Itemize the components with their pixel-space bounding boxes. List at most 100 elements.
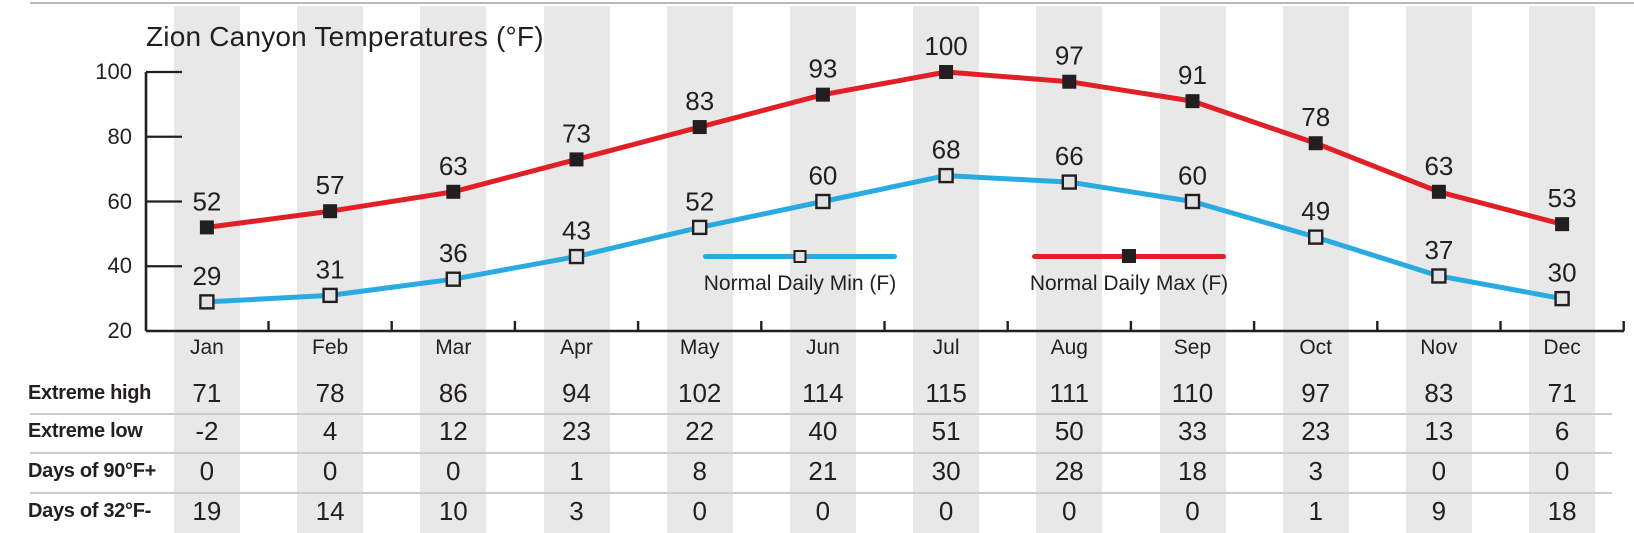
min-point-label-jun: 60 bbox=[808, 161, 837, 191]
table-cell: 8 bbox=[692, 456, 707, 486]
table-cell: 0 bbox=[815, 496, 831, 526]
max-point-marker-feb bbox=[323, 204, 338, 219]
min-point-label-mar: 36 bbox=[439, 238, 468, 268]
month-label-aug: Aug bbox=[1050, 336, 1088, 359]
month-label-jan: Jan bbox=[189, 336, 224, 359]
max-point-label-jun: 93 bbox=[808, 54, 837, 84]
max-point-label-dec: 53 bbox=[1548, 183, 1577, 213]
month-stripe-mar bbox=[420, 6, 487, 533]
table-row-separator bbox=[30, 492, 1612, 494]
max-legend-square-marker-icon bbox=[1122, 249, 1136, 263]
table-cell: 86 bbox=[438, 378, 468, 408]
max-point-label-sep: 91 bbox=[1178, 60, 1207, 90]
table-row-label: Days of 90°F+ bbox=[28, 460, 157, 482]
table-cell: 114 bbox=[802, 378, 844, 408]
min-point-label-oct: 49 bbox=[1301, 196, 1330, 226]
y-axis-label-80: 80 bbox=[107, 123, 132, 149]
month-label-feb: Feb bbox=[312, 336, 349, 359]
table-cell: 97 bbox=[1301, 378, 1331, 408]
max-point-marker-jul bbox=[939, 65, 954, 79]
month-stripe-sep bbox=[1159, 6, 1226, 533]
min-point-label-sep: 60 bbox=[1178, 161, 1207, 191]
table-cell: 51 bbox=[931, 416, 961, 446]
month-stripe-jan bbox=[173, 6, 240, 533]
month-stripe-feb bbox=[297, 6, 364, 533]
min-point-label-may: 52 bbox=[685, 186, 714, 216]
y-axis-label-60: 60 bbox=[107, 188, 132, 214]
table-row-label: Extreme low bbox=[28, 420, 143, 442]
min-point-label-jul: 68 bbox=[932, 135, 961, 165]
table-cell: 78 bbox=[315, 378, 345, 408]
month-stripe-oct bbox=[1282, 6, 1349, 533]
month-label-jun: Jun bbox=[805, 336, 840, 359]
table-cell: -2 bbox=[195, 416, 219, 446]
max-point-marker-sep bbox=[1185, 94, 1200, 109]
min-point-marker-jun bbox=[815, 193, 831, 210]
table-cell: 0 bbox=[938, 496, 954, 526]
table-cell: 71 bbox=[1547, 378, 1577, 408]
max-point-label-aug: 97 bbox=[1055, 41, 1084, 71]
y-axis-label-40: 40 bbox=[107, 253, 132, 279]
min-point-marker-aug bbox=[1061, 174, 1078, 190]
min-point-label-aug: 66 bbox=[1055, 141, 1084, 171]
legend-normal-daily-min: Normal Daily Min (F) bbox=[703, 248, 897, 298]
table-cell: 13 bbox=[1424, 416, 1454, 446]
month-label-jul: Jul bbox=[932, 336, 960, 359]
min-point-label-dec: 30 bbox=[1548, 258, 1577, 288]
min-legend-square-marker-icon bbox=[793, 250, 807, 263]
min-series-line bbox=[204, 173, 1565, 305]
table-cell: 0 bbox=[1554, 456, 1570, 486]
month-stripe-may bbox=[666, 6, 733, 533]
table-cell: 1 bbox=[1308, 496, 1323, 526]
table-cell: 115 bbox=[925, 378, 967, 408]
max-point-marker-jun bbox=[815, 87, 830, 102]
table-cell: 30 bbox=[931, 456, 961, 486]
table-cell: 0 bbox=[446, 456, 461, 486]
month-label-mar: Mar bbox=[435, 336, 472, 359]
month-label-apr: Apr bbox=[560, 336, 593, 359]
table-row-separator bbox=[30, 413, 1612, 415]
min-point-marker-mar bbox=[445, 271, 461, 287]
month-label-dec: Dec bbox=[1543, 336, 1581, 359]
max-point-marker-apr bbox=[569, 152, 584, 167]
min-legend-label: Normal Daily Min (F) bbox=[703, 272, 897, 295]
month-label-sep: Sep bbox=[1173, 336, 1212, 359]
table-cell: 33 bbox=[1178, 416, 1207, 446]
table-cell: 83 bbox=[1424, 378, 1454, 408]
table-cell: 21 bbox=[808, 456, 838, 486]
table-cell: 9 bbox=[1431, 496, 1447, 526]
table-cell: 0 bbox=[322, 456, 338, 486]
max-point-marker-jan bbox=[199, 220, 214, 235]
table-cell: 18 bbox=[1178, 456, 1207, 486]
table-cell: 50 bbox=[1054, 416, 1084, 446]
min-point-marker-may bbox=[692, 219, 708, 236]
month-label-oct: Oct bbox=[1299, 336, 1333, 359]
month-label-may: May bbox=[679, 336, 720, 359]
table-cell: 4 bbox=[322, 416, 338, 446]
table-cell: 6 bbox=[1554, 416, 1570, 446]
max-point-marker-oct bbox=[1308, 136, 1323, 151]
y-axis-label-100: 100 bbox=[95, 59, 132, 84]
top-border-rule bbox=[30, 2, 1634, 4]
max-point-label-feb: 57 bbox=[316, 170, 345, 200]
table-cell: 94 bbox=[562, 378, 591, 408]
max-legend-label: Normal Daily Max (F) bbox=[1029, 272, 1229, 295]
table-cell: 10 bbox=[438, 496, 468, 526]
month-stripe-apr bbox=[543, 6, 610, 533]
min-point-label-jan: 29 bbox=[192, 261, 221, 291]
table-cell: 110 bbox=[1171, 378, 1214, 408]
y-axis-label-20: 20 bbox=[107, 318, 132, 343]
max-point-label-nov: 63 bbox=[1424, 151, 1453, 181]
min-point-label-nov: 37 bbox=[1424, 235, 1453, 265]
min-point-marker-dec bbox=[1554, 290, 1570, 307]
table-cell: 0 bbox=[1431, 456, 1447, 486]
table-cell: 3 bbox=[1308, 456, 1323, 486]
table-cell: 23 bbox=[562, 416, 591, 446]
max-series-line bbox=[204, 69, 1565, 230]
max-point-marker-may bbox=[692, 120, 707, 135]
table-cell: 14 bbox=[315, 496, 345, 526]
table-cell: 0 bbox=[199, 456, 215, 486]
min-point-marker-nov bbox=[1431, 268, 1447, 284]
